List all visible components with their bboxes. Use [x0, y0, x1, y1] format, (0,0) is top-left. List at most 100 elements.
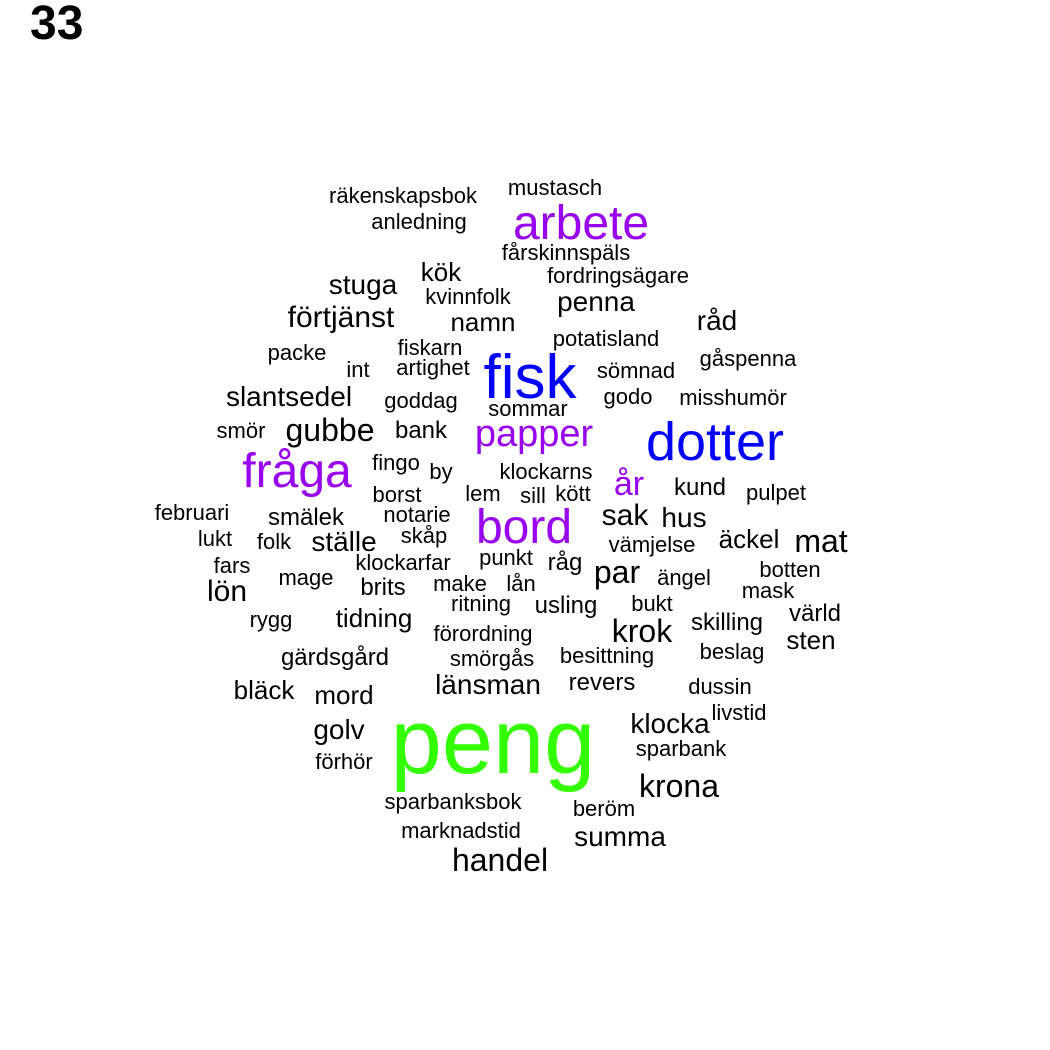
word-handel: handel	[451, 842, 549, 878]
word-tidning: tidning	[335, 603, 413, 633]
word-namn: namn	[450, 307, 516, 337]
word-gaspenna: gåspenna	[699, 346, 797, 371]
word-fordringsagare: fordringsägare	[547, 263, 689, 288]
word-stuga: stuga	[328, 269, 398, 300]
word-mage: mage	[278, 565, 334, 590]
word-lon: lön	[206, 575, 248, 608]
word-summa: summa	[574, 821, 666, 852]
word-dotter: dotter	[645, 412, 785, 472]
word-notarie: notarie	[383, 502, 451, 527]
word-arbete: arbete	[512, 197, 650, 250]
word-smalek: smälek	[267, 504, 345, 531]
word-marknadstid: marknadstid	[401, 818, 521, 843]
word-kott: kött	[555, 481, 591, 506]
word-livstid: livstid	[711, 700, 767, 725]
word-peng: peng	[390, 691, 596, 793]
word-mat: mat	[794, 523, 848, 559]
word-angel: ängel	[657, 565, 711, 590]
word-lan: lån	[506, 571, 536, 596]
word-sill: sill	[520, 483, 546, 508]
page-number: 33	[30, 0, 84, 50]
word-by: by	[429, 459, 453, 484]
word-misshumor: misshumör	[679, 385, 787, 410]
word-skilling: skilling	[690, 609, 764, 636]
word-sten: sten	[786, 625, 836, 655]
word-fraga: fråga	[242, 445, 352, 498]
word-folk: folk	[256, 529, 292, 554]
word-berom: beröm	[572, 796, 636, 821]
word-potatisland: potatisland	[552, 326, 660, 351]
word-klocka: klocka	[630, 708, 710, 739]
word-rygg: rygg	[249, 607, 293, 632]
word-slantsedel: slantsedel	[225, 381, 353, 412]
word-kund: kund	[673, 474, 727, 501]
word-lem: lem	[465, 481, 501, 506]
word-kvinnfolk: kvinnfolk	[425, 284, 511, 309]
word-krona: krona	[638, 768, 720, 804]
word-punkt: punkt	[479, 545, 533, 570]
word-farskinnspals: fårskinnspäls	[501, 240, 631, 265]
word-smor: smör	[216, 418, 266, 443]
word-rakenskapsbok: räkenskapsbok	[329, 183, 477, 208]
word-lansman: länsman	[435, 669, 541, 700]
word-penna: penna	[557, 286, 635, 317]
word-goddag: goddag	[384, 388, 458, 413]
word-stalle: ställe	[311, 526, 377, 557]
word-fisk: fisk	[483, 343, 577, 412]
word-lukt: lukt	[197, 526, 233, 551]
word-brits: brits	[360, 574, 406, 601]
word-papper: papper	[474, 413, 594, 455]
word-somnad: sömnad	[596, 358, 676, 383]
word-forordning: förordning	[433, 621, 533, 646]
word-mord: mord	[314, 680, 374, 710]
word-forhor: förhör	[315, 749, 373, 774]
word-varld: värld	[788, 600, 842, 627]
word-rad: råd	[696, 305, 738, 336]
word-vamjelse: vämjelse	[608, 532, 696, 557]
word-sak: sak	[601, 499, 649, 532]
word-make: make	[433, 571, 487, 596]
word-klockarfar: klockarfar	[355, 550, 451, 575]
word-fortjanst: förtjänst	[287, 301, 395, 334]
word-fars: fars	[213, 553, 251, 578]
word-sparbank: sparbank	[635, 736, 727, 761]
word-hus: hus	[661, 502, 707, 533]
word-black: bläck	[233, 675, 295, 705]
word-int: int	[346, 357, 370, 382]
word-kok: kök	[420, 257, 462, 287]
word-bukt: bukt	[631, 591, 673, 616]
word-mask: mask	[741, 578, 795, 603]
word-fiskarn: fiskarn	[397, 335, 463, 360]
word-februari: februari	[154, 500, 230, 525]
word-packe: packe	[267, 340, 327, 365]
word-skap: skåp	[400, 523, 448, 548]
word-sparbanksbok: sparbanksbok	[384, 789, 522, 814]
word-ar: år	[613, 465, 645, 503]
word-golv: golv	[313, 714, 365, 745]
word-pulpet: pulpet	[746, 480, 806, 505]
word-anledning: anledning	[371, 209, 467, 234]
word-smorgas: smörgås	[449, 646, 535, 671]
word-artighet: artighet	[396, 355, 470, 380]
word-ackel: äckel	[718, 524, 780, 554]
word-rag: råg	[547, 549, 583, 576]
word-par: par	[593, 554, 641, 590]
word-bord: bord	[475, 501, 573, 554]
word-krok: krok	[611, 613, 673, 649]
word-besittning: besittning	[559, 643, 655, 668]
word-sommar: sommar	[488, 396, 568, 421]
word-godo: godo	[603, 384, 653, 409]
word-revers: revers	[568, 669, 636, 696]
word-fingo: fingo	[372, 450, 420, 475]
word-klockarns: klockarns	[499, 459, 593, 484]
word-gardsgard: gärdsgård	[280, 644, 390, 671]
word-gubbe: gubbe	[285, 412, 375, 448]
word-bank: bank	[394, 417, 448, 444]
word-mustasch: mustasch	[507, 175, 603, 200]
word-botten: botten	[759, 557, 821, 582]
word-beslag: beslag	[699, 639, 765, 664]
word-borst: borst	[372, 482, 422, 507]
word-dussin: dussin	[688, 674, 752, 699]
word-ritning: ritning	[451, 591, 511, 616]
